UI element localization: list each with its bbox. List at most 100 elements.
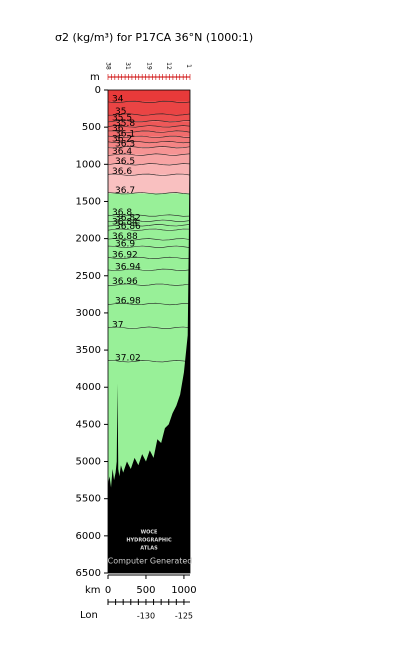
density-band — [108, 269, 190, 285]
contour-line — [107, 146, 191, 149]
density-band — [108, 142, 190, 148]
contour-line — [107, 224, 191, 227]
contour-label: 36.88 — [112, 232, 138, 242]
contour-label: 36.5 — [115, 157, 135, 167]
contour-label: 37.02 — [115, 354, 141, 364]
y-tick-label: 500 — [82, 122, 101, 133]
density-band — [108, 215, 190, 221]
density-band — [108, 220, 190, 226]
lon-axis-label: Lon — [80, 610, 98, 621]
station-label: 1 — [185, 64, 192, 68]
density-band — [108, 229, 190, 240]
density-band — [108, 284, 190, 305]
station-label: 38 — [105, 62, 112, 70]
density-band — [108, 131, 190, 137]
y-axis-label: m — [90, 72, 100, 83]
contour-line — [107, 219, 191, 222]
contour-label: 36.86 — [115, 222, 141, 232]
contour-label: 36.98 — [115, 297, 141, 307]
contour-line — [107, 228, 191, 231]
contour-line — [107, 268, 191, 271]
contour-label: 36.6 — [112, 167, 132, 177]
contour-label: 35 — [115, 107, 126, 117]
logo-text: ATLAS — [140, 546, 158, 552]
y-tick-label: 6000 — [76, 531, 101, 542]
density-band — [108, 174, 190, 194]
density-band — [108, 327, 190, 362]
contour-label: 36.84 — [112, 218, 138, 228]
density-band — [108, 154, 190, 165]
y-tick-label: 5500 — [76, 494, 101, 505]
y-tick-label: 0 — [95, 85, 101, 96]
density-band — [108, 90, 190, 102]
lon-tick-label: -125 — [175, 612, 193, 621]
contour-line — [107, 256, 191, 260]
x-tick-label: 500 — [136, 585, 155, 596]
plot-frame — [107, 89, 191, 574]
y-tick-label: 5000 — [76, 457, 101, 468]
contour-line — [107, 360, 191, 363]
y-tick-label: 1500 — [76, 196, 101, 207]
station-label: 31 — [124, 62, 131, 70]
contour-label: 36.7 — [115, 186, 135, 196]
contour-line — [107, 125, 191, 128]
station-label: 19 — [146, 62, 153, 70]
bathymetry — [108, 90, 190, 573]
contour-label: 36.9 — [115, 239, 135, 249]
contour-line — [107, 113, 191, 116]
logo-text: WOCE — [141, 530, 158, 536]
logo-caption: Computer Generated — [108, 557, 193, 566]
contour-line — [107, 135, 191, 138]
contour-label: 36.2 — [112, 135, 132, 145]
y-tick-label: 1000 — [76, 159, 101, 170]
y-tick-label: 2000 — [76, 234, 101, 245]
contour-label: 36 — [112, 124, 124, 134]
y-tick-label: 4000 — [76, 382, 101, 393]
y-tick-label: 2500 — [76, 271, 101, 282]
contour-line — [107, 163, 191, 166]
x-tick-label: 0 — [105, 585, 111, 596]
contour-line — [107, 100, 191, 103]
x-axis-label: km — [85, 585, 101, 596]
contour-line — [107, 192, 191, 195]
logo-text: HYDROGRAPHIC — [126, 538, 172, 544]
contour-label: 36.96 — [112, 277, 138, 287]
contour-line — [107, 245, 191, 248]
contour-line — [107, 302, 191, 306]
contour-label: 36.94 — [115, 262, 141, 272]
density-band — [108, 193, 190, 216]
contour-line — [107, 283, 191, 286]
density-band — [108, 225, 190, 230]
density-band — [108, 164, 190, 175]
contour-line — [107, 173, 191, 176]
contour-label: 36.3 — [115, 140, 135, 150]
y-tick-label: 3500 — [76, 345, 101, 356]
contour-line — [107, 120, 191, 123]
x-tick-label: 1000 — [171, 585, 196, 596]
density-band — [108, 239, 190, 247]
y-tick-label: 3000 — [76, 308, 101, 319]
contour-label: 35.8 — [115, 119, 135, 129]
contour-line — [107, 326, 191, 329]
density-band — [108, 121, 190, 127]
contour-line — [107, 214, 191, 217]
contour-label: 36.1 — [115, 129, 135, 139]
contour-line — [107, 153, 191, 156]
density-band — [108, 246, 190, 258]
station-label: 12 — [165, 62, 172, 70]
contour-line — [107, 238, 191, 241]
y-tick-label: 4500 — [76, 419, 101, 430]
density-band — [108, 126, 190, 132]
density-band — [108, 257, 190, 270]
contour-label: 36.82 — [115, 213, 141, 223]
chart-title: σ2 (kg/m³) for P17CA 36°N (1000:1) — [55, 31, 253, 44]
density-band — [108, 114, 190, 122]
lon-tick-label: -130 — [137, 612, 155, 621]
contour-line — [107, 140, 191, 144]
contour-label: 35.5 — [112, 114, 132, 124]
density-band — [108, 304, 190, 328]
contour-label: 36.8 — [112, 208, 132, 218]
density-band — [108, 136, 190, 143]
contour-label: 37 — [112, 320, 123, 330]
